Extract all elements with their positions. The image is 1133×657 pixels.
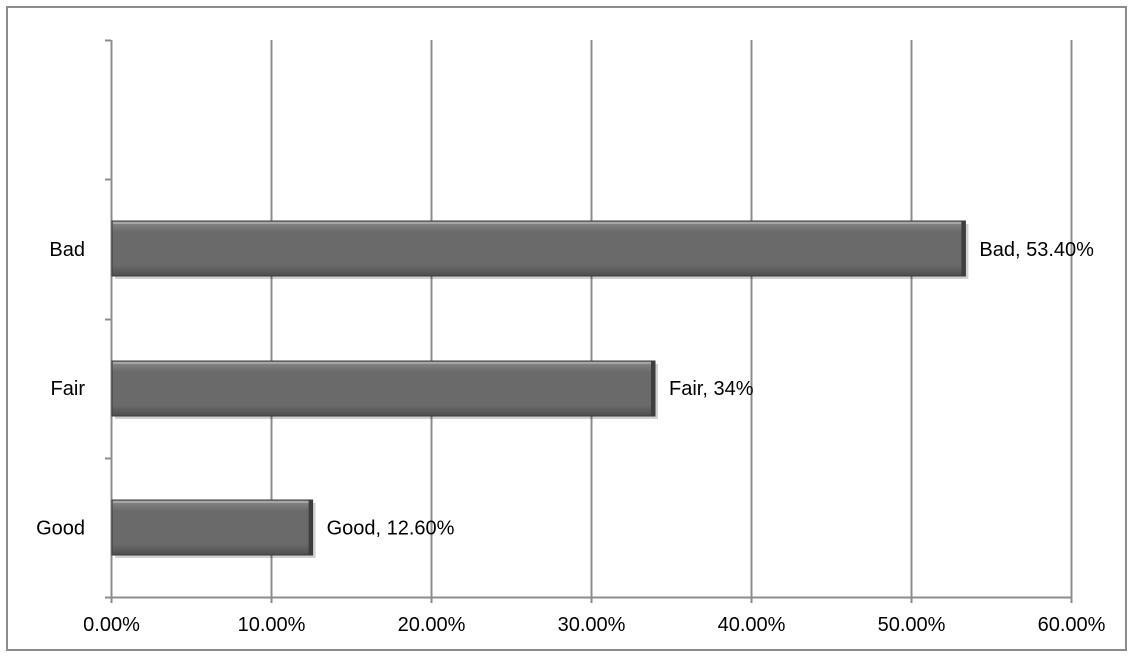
- gridlines: [270, 40, 1073, 597]
- x-tick-label: 50.00%: [878, 614, 946, 636]
- y-category-label: Bad: [49, 239, 85, 261]
- y-category-label: Fair: [51, 378, 86, 400]
- bars: [111, 220, 969, 558]
- x-tick-label: 40.00%: [718, 614, 786, 636]
- x-tick-label: 30.00%: [558, 614, 626, 636]
- y-category-label: Good: [36, 517, 85, 539]
- x-tick-label: 0.00%: [83, 614, 140, 636]
- bar-good: [111, 499, 314, 556]
- bar-bad: [111, 220, 966, 277]
- x-tick-label: 20.00%: [398, 614, 466, 636]
- bar-end-cap: [651, 361, 655, 416]
- labels: 0.00% 10.00% 20.00% 30.00% 40.00% 50.00% 60.00…: [36, 239, 1106, 636]
- x-tick-label: 10.00%: [238, 614, 306, 636]
- data-label: Good, 12.60%: [327, 517, 455, 539]
- bar-fair: [111, 360, 656, 417]
- bar-end-cap: [308, 500, 313, 555]
- data-label: Fair, 34%: [669, 378, 754, 400]
- bar-end-cap: [961, 221, 966, 276]
- data-label: Bad, 53.40%: [979, 239, 1094, 261]
- x-tick-label: 60.00%: [1038, 614, 1106, 636]
